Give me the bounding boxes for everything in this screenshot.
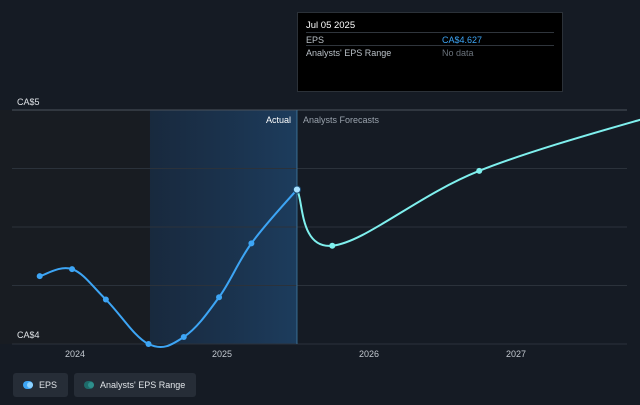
- tooltip-row-eps: EPS CA$4.627: [306, 32, 554, 46]
- eps-actual-marker: [69, 266, 76, 273]
- legend-toggle-eps[interactable]: EPS: [13, 373, 69, 397]
- tooltip-eps-value: CA$4.627: [442, 35, 483, 45]
- tooltip-date: Jul 05 2025: [306, 20, 356, 31]
- chart-legend: EPS Analysts' EPS Range: [13, 373, 197, 397]
- eps-range-legend-dot-icon: [84, 381, 95, 389]
- eps-actual-marker: [36, 273, 43, 280]
- eps-markers: [36, 167, 483, 347]
- actual-region-label: Actual: [266, 115, 291, 125]
- eps-actual-marker: [102, 296, 109, 303]
- eps-forecast-line: [296, 118, 640, 247]
- x-tick-label: 2025: [212, 349, 232, 359]
- y-tick-label-top: CA$5: [17, 97, 40, 107]
- tooltip-range-value: No data: [442, 48, 474, 58]
- hover-tooltip: Jul 05 2025 EPS CA$4.627 Analysts' EPS R…: [297, 12, 563, 92]
- legend-eps-label: EPS: [39, 380, 58, 390]
- y-tick-label-bottom: CA$4: [17, 330, 40, 340]
- x-tick-label: 2026: [359, 349, 379, 359]
- tooltip-range-label: Analysts' EPS Range: [306, 48, 392, 58]
- eps-forecast-marker: [329, 242, 336, 249]
- eps-legend-dot-icon: [23, 381, 33, 389]
- x-axis-ticks: 2024 2025 2026 2027: [65, 349, 526, 359]
- tooltip-row-range: Analysts' EPS Range No data: [306, 45, 554, 59]
- eps-actual-marker: [216, 294, 223, 301]
- eps-forecast-marker: [476, 167, 483, 174]
- eps-actual-marker: [180, 333, 187, 340]
- y-gridlines: [12, 109, 627, 345]
- tooltip-eps-label: EPS: [306, 35, 325, 45]
- eps-highlight-marker: [292, 185, 302, 194]
- x-tick-label: 2024: [65, 349, 85, 359]
- x-tick-label: 2027: [506, 349, 526, 359]
- forecast-region-label: Analysts Forecasts: [303, 115, 380, 125]
- eps-actual-marker: [145, 341, 152, 347]
- eps-actual-marker: [248, 240, 255, 247]
- legend-range-label: Analysts' EPS Range: [100, 380, 186, 390]
- legend-toggle-eps-range[interactable]: Analysts' EPS Range: [74, 373, 197, 397]
